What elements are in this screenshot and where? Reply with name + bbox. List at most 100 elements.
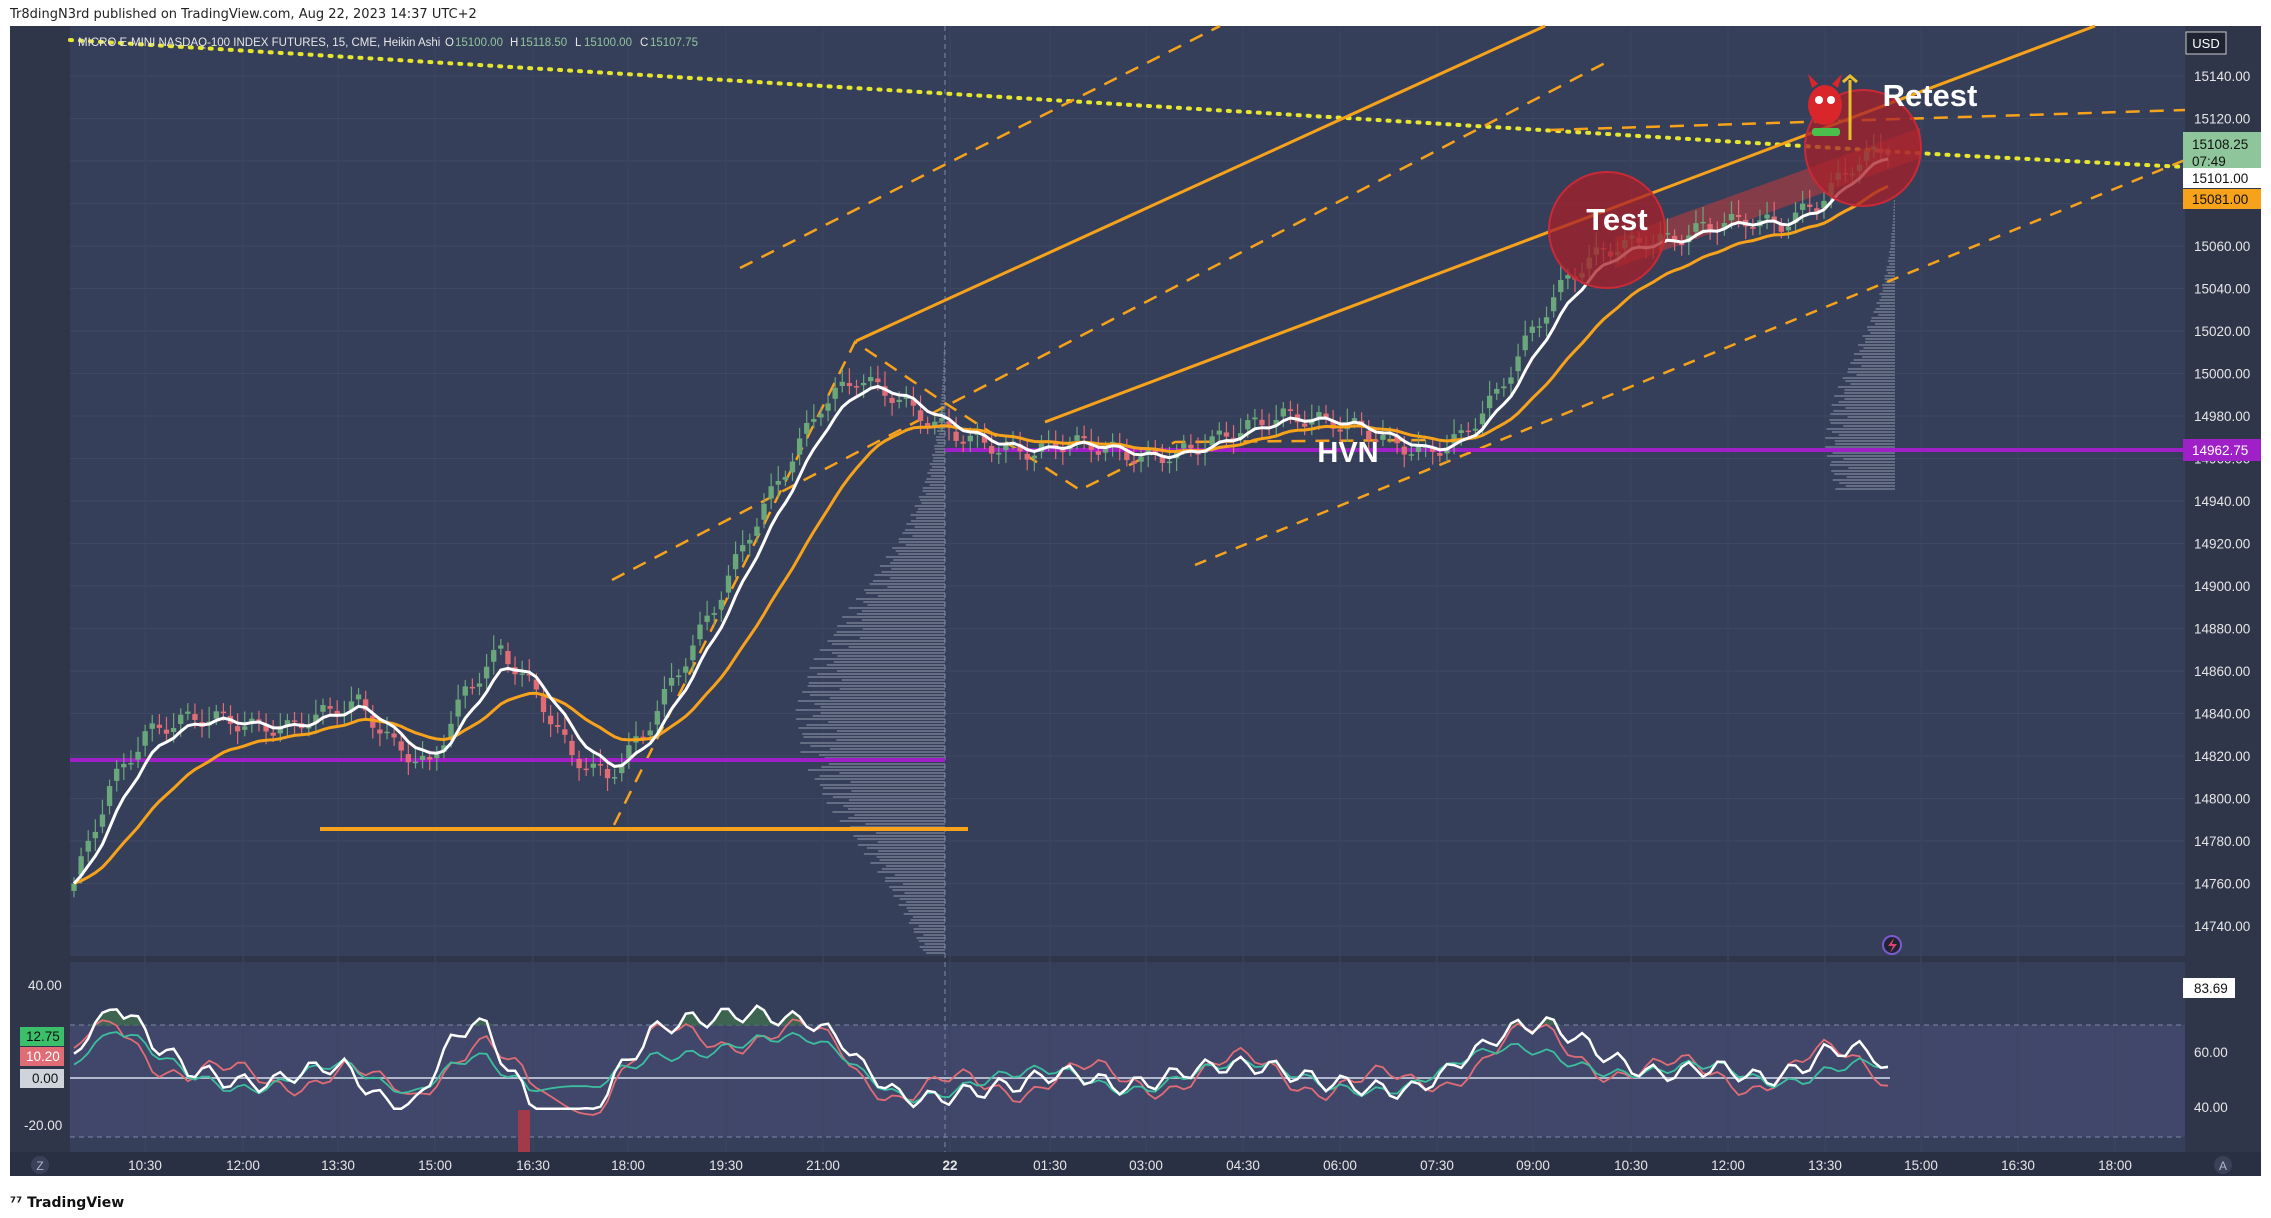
candle-body[interactable] [156,724,163,728]
candle-body[interactable] [1536,326,1543,328]
candle-body[interactable] [1138,456,1144,462]
candle-body[interactable] [661,688,668,705]
candle-body[interactable] [747,539,753,544]
candle-body[interactable] [270,732,276,736]
candle-body[interactable] [1515,356,1521,372]
channel-1-top[interactable] [855,24,1546,343]
candle-body[interactable] [327,706,333,709]
candle-body[interactable] [939,418,945,421]
candle-body[interactable] [462,686,468,696]
candle-body[interactable] [1273,419,1279,427]
candle-body[interactable] [1188,444,1194,449]
candle-body[interactable] [519,673,525,675]
candle-body[interactable] [1159,456,1166,464]
candle-body[interactable] [1252,417,1258,420]
currency-box[interactable] [2185,31,2227,55]
candle-body[interactable] [1337,429,1343,432]
candle-body[interactable] [1700,221,1706,224]
candle-body[interactable] [405,754,412,763]
candle-body[interactable] [441,745,447,752]
candle-body[interactable] [220,711,227,714]
candle-body[interactable] [526,673,532,676]
candle-body[interactable] [946,421,952,428]
candle-body[interactable] [178,714,184,725]
candle-body[interactable] [1287,409,1294,412]
candle-body[interactable] [569,740,575,756]
candle-body[interactable] [597,764,604,766]
osc-red-line[interactable] [73,1018,1889,1116]
candle-body[interactable] [85,840,91,852]
candle-body[interactable] [1728,213,1735,221]
candle-body[interactable] [562,729,568,735]
candle-body[interactable] [590,763,596,768]
candle-body[interactable] [1735,214,1742,218]
candle-body[interactable] [668,677,675,686]
candle-body[interactable] [1814,208,1820,212]
candle-body[interactable] [1216,430,1222,435]
candle-body[interactable] [1792,212,1799,223]
candle-body[interactable] [1181,443,1187,449]
candle-body[interactable] [149,723,155,729]
candle-body[interactable] [1237,433,1244,439]
candle-body[interactable] [903,396,909,399]
candle-body[interactable] [78,856,84,876]
candle-body[interactable] [960,441,966,444]
candle-body[interactable] [412,761,419,764]
candle-body[interactable] [1124,451,1130,461]
candle-body[interactable] [1799,203,1806,210]
candle-body[interactable] [192,714,198,720]
candle-body[interactable] [718,599,725,610]
candle-body[interactable] [1031,455,1038,459]
candle-body[interactable] [1323,413,1329,418]
candle-body[interactable] [832,387,838,399]
candle-body[interactable] [725,575,732,593]
candle-body[interactable] [533,679,540,690]
candle-body[interactable] [491,650,497,662]
candle-body[interactable] [1707,224,1713,230]
candle-body[interactable] [754,526,760,536]
candle-body[interactable] [476,683,483,687]
candle-body[interactable] [768,486,774,499]
candle-body[interactable] [775,480,781,485]
candle-body[interactable] [917,410,924,422]
candle-body[interactable] [1778,224,1784,232]
candle-body[interactable] [761,503,767,520]
candle-body[interactable] [1721,222,1728,230]
channel-2-lower-dash[interactable] [1194,158,2186,567]
candle-body[interactable] [882,386,888,396]
osc-white-line[interactable] [73,1004,1889,1111]
candle-body[interactable] [1259,419,1265,426]
candle-body[interactable] [1430,448,1436,452]
candle-body[interactable] [170,727,177,733]
candle-body[interactable] [348,701,355,710]
candle-body[interactable] [540,696,547,713]
candle-body[interactable] [611,777,618,779]
candle-body[interactable] [1351,418,1358,422]
candle-body[interactable] [106,786,113,806]
candle-body[interactable] [711,613,717,615]
candle-body[interactable] [1501,386,1507,389]
candle-body[interactable] [1394,436,1400,444]
candle-body[interactable] [1373,440,1379,442]
candle-body[interactable] [868,377,874,382]
candle-body[interactable] [789,461,796,473]
candle-body[interactable] [355,694,362,700]
candle-body[interactable] [142,731,148,746]
channel-1-upper-dash[interactable] [739,24,1221,270]
candle-body[interactable] [839,381,845,387]
candle-body[interactable] [704,615,710,622]
candle-body[interactable] [92,831,99,839]
candle-body[interactable] [818,413,824,418]
candle-body[interactable] [334,710,340,717]
candle-body[interactable] [1131,461,1137,464]
candle-body[interactable] [384,731,390,734]
candle-body[interactable] [398,741,404,751]
candle-body[interactable] [370,715,376,728]
candle-body[interactable] [1522,335,1528,351]
chart-canvas[interactable]: Test Retest HVN MICRO E-MINI NASDAQ-100 … [0,0,2271,1190]
candle-body[interactable] [1479,413,1486,425]
candle-body[interactable] [1330,420,1336,429]
candle-body[interactable] [989,446,995,454]
candle-body[interactable] [583,768,589,771]
channel-1-mid-dash[interactable] [611,61,1606,582]
